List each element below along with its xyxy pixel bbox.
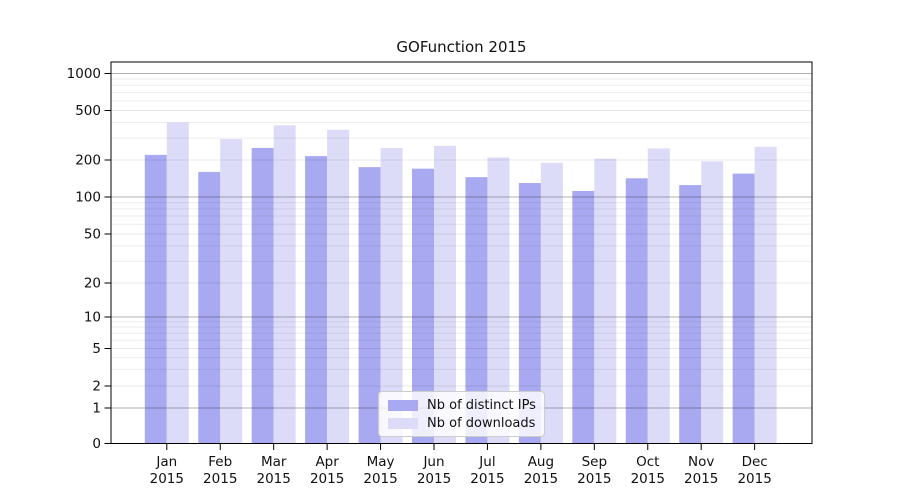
legend: Nb of distinct IPs Nb of downloads [378,391,545,437]
legend-entry-distinct-ips: Nb of distinct IPs [388,397,536,413]
bar-downloads-mar [273,125,296,444]
plot-frame [110,61,813,444]
x-tick-label-month: Mar [261,454,287,470]
y-tick-label: 2 [92,379,101,395]
chart-title: GOFunction 2015 [396,38,527,56]
legend-entry-downloads: Nb of downloads [388,416,535,431]
bar-downloads-oct [647,148,670,444]
bar-downloads-feb [220,139,243,444]
x-tick-label-year: 2015 [737,471,771,487]
bar-distinct-ips-jan [144,154,167,444]
bar-distinct-ips-may [358,167,381,444]
bar-downloads-aug [540,162,563,444]
bar-downloads-nov [701,161,724,444]
legend-label-distinct-ips: Nb of distinct IPs [427,397,536,413]
bar-distinct-ips-apr [305,156,328,444]
legend-swatch-distinct-ips [388,399,418,411]
legend-swatch-downloads [388,417,418,429]
x-tick-label-year: 2015 [470,471,504,487]
x-tick-label-year: 2015 [203,471,237,487]
y-tick-label: 1000 [67,66,101,82]
y-tick-label: 50 [84,227,101,243]
bar-downloads-may [380,147,403,444]
x-tick-label-month: Aug [528,454,554,470]
legend-label-downloads: Nb of downloads [427,415,536,431]
x-tick-label-month: Feb [208,454,232,470]
y-tick-label: 0 [92,436,101,452]
y-tick-label: 10 [84,310,101,326]
x-tick-label-month: Apr [315,454,339,470]
x-tick-label-year: 2015 [310,471,344,487]
x-tick-label-year: 2015 [631,471,665,487]
bar-downloads-jun [434,145,456,444]
bar-distinct-ips-sep [572,190,595,444]
bar-downloads-dec [754,146,777,444]
x-tick-label-month: Dec [742,454,768,470]
x-tick-label-month: Jun [422,454,444,470]
bar-distinct-ips-aug [518,182,541,444]
x-tick-label-year: 2015 [257,471,291,487]
y-tick-label: 200 [75,153,101,169]
x-tick-label-year: 2015 [417,471,451,487]
x-tick-label-year: 2015 [524,471,558,487]
x-tick-label-month: May [367,454,395,470]
y-tick-label: 100 [75,190,101,206]
bar-distinct-ips-nov [679,185,702,444]
bar-downloads-jul [487,157,510,444]
bar-distinct-ips-feb [198,171,221,444]
x-tick-label-year: 2015 [684,471,718,487]
bar-downloads-jan [166,122,189,444]
x-tick-label-month: Jul [478,454,495,470]
y-tick-label: 5 [92,341,101,357]
x-tick-label-month: Oct [636,454,659,470]
bar-distinct-ips-jun [412,168,434,444]
bar-downloads-apr [327,129,350,444]
bar-distinct-ips-jul [465,177,488,444]
y-tick-label: 500 [75,103,101,119]
x-tick-label-year: 2015 [150,471,184,487]
bar-downloads-sep [594,158,617,444]
x-tick-label-month: Sep [582,454,607,470]
y-tick-label: 20 [84,276,101,292]
x-tick-label-year: 2015 [363,471,397,487]
x-tick-label-year: 2015 [577,471,611,487]
x-tick-label-month: Jan [155,454,177,470]
bar-distinct-ips-mar [251,147,274,444]
x-tick-label-month: Nov [688,454,714,470]
y-tick-label: 1 [92,401,101,417]
bar-distinct-ips-oct [625,178,648,444]
bar-distinct-ips-dec [732,173,755,444]
